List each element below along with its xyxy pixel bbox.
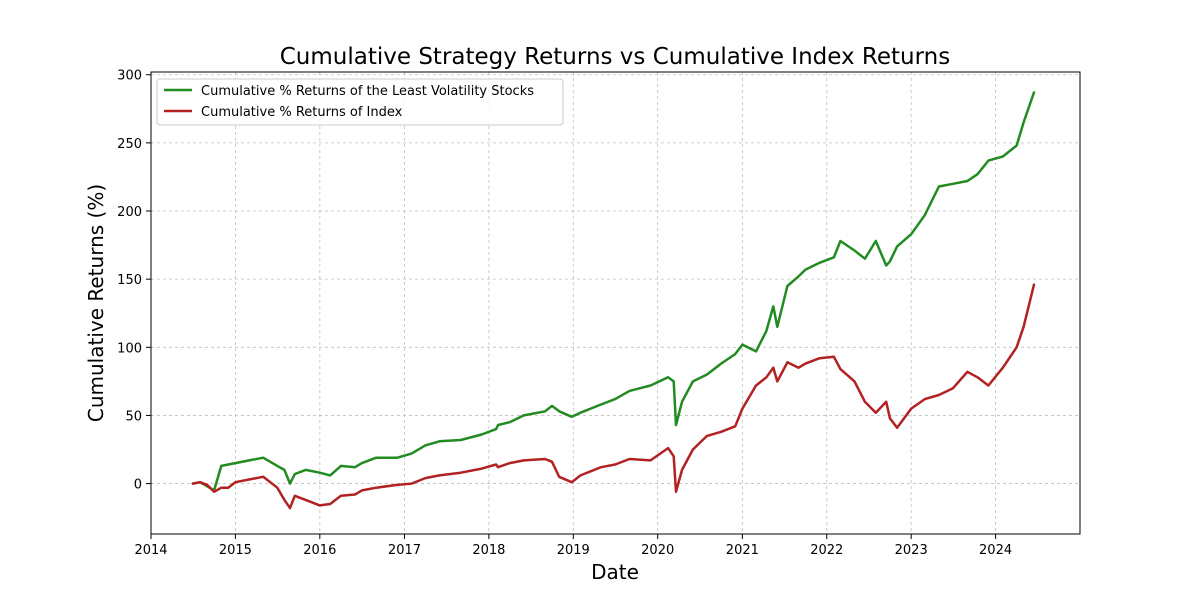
y-tick-label: 150 xyxy=(117,273,142,288)
x-tick-label: 2024 xyxy=(979,543,1012,558)
x-tick-label: 2022 xyxy=(810,543,843,558)
legend-box xyxy=(156,78,564,126)
x-axis-label: Date xyxy=(591,560,639,584)
y-tick-label: 100 xyxy=(117,341,142,356)
chart-title: Cumulative Strategy Returns vs Cumulativ… xyxy=(280,44,950,70)
x-tick-label: 2020 xyxy=(641,543,674,558)
x-tick-label: 2023 xyxy=(895,543,928,558)
series-line-0 xyxy=(191,91,1036,492)
x-tick-label: 2016 xyxy=(303,543,336,558)
x-tick-label: 2014 xyxy=(134,543,167,558)
y-axis-label: Cumulative Returns (%) xyxy=(84,184,108,422)
axis-ticks: 2014 2015 2016 2017 2018 2019 2020 2021 2022 2023… xyxy=(117,69,1012,558)
legend: Cumulative % Returns of the Least Volati… xyxy=(156,78,564,126)
x-tick-label: 2017 xyxy=(388,543,421,558)
legend-label-strategy: Cumulative % Returns of the Least Volati… xyxy=(201,84,534,99)
x-tick-label: 2019 xyxy=(557,543,590,558)
grid xyxy=(150,72,1080,534)
y-tick-label: 0 xyxy=(134,478,142,493)
x-tick-label: 2015 xyxy=(219,543,252,558)
series-layer xyxy=(191,91,1036,510)
x-tick-label: 2018 xyxy=(472,543,505,558)
y-tick-label: 300 xyxy=(117,69,142,84)
legend-label-index: Cumulative % Returns of Index xyxy=(201,105,403,120)
x-tick-label: 2021 xyxy=(726,543,759,558)
series-line-1 xyxy=(191,283,1036,510)
y-tick-label: 50 xyxy=(125,409,142,424)
y-tick-label: 250 xyxy=(117,137,142,152)
y-tick-label: 200 xyxy=(117,205,142,220)
plot-frame xyxy=(150,71,1081,535)
